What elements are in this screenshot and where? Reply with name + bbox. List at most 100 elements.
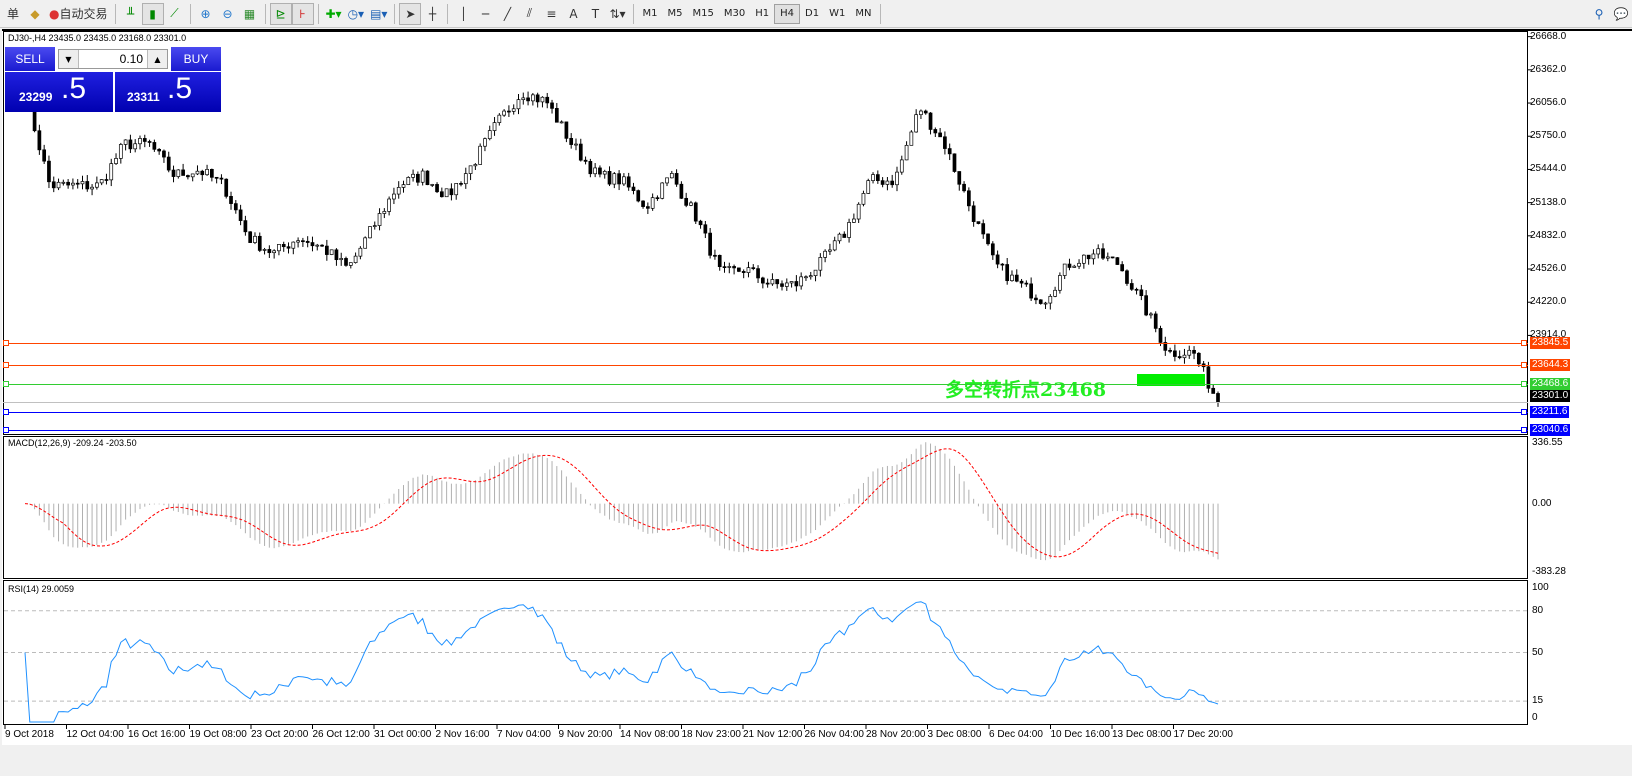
tile-windows-icon[interactable]: ▦ xyxy=(243,6,256,21)
folder-icon[interactable]: ◆ xyxy=(30,6,40,21)
current-price-label: 23301.0 xyxy=(1530,390,1571,402)
candle-body xyxy=(669,173,674,179)
time-axis-label: 7 Nov 04:00 xyxy=(497,729,551,740)
sell-button[interactable]: SELL xyxy=(5,47,55,71)
fibonacci-fan-icon[interactable]: ⫽ xyxy=(526,6,533,20)
text-icon[interactable]: A xyxy=(569,6,578,21)
candle-body xyxy=(75,182,80,185)
candle-body xyxy=(598,167,602,175)
candle-body xyxy=(449,188,454,196)
candle-body xyxy=(262,249,267,251)
horizontal-level-line[interactable] xyxy=(3,365,1528,366)
horizontal-line-icon[interactable]: ─ xyxy=(481,6,490,21)
candle-body xyxy=(281,244,286,248)
candle-body xyxy=(152,142,157,150)
cursor-icon[interactable]: ➤ xyxy=(399,2,422,25)
level-line-handle[interactable] xyxy=(3,427,9,433)
indicators-icon[interactable]: ✚▾ xyxy=(325,6,342,21)
auto-trade-button[interactable]: ● 自动交易 xyxy=(46,3,111,25)
zoom-out-icon[interactable]: ⊖ xyxy=(222,6,233,21)
chat-icon[interactable]: 💬 xyxy=(1613,6,1629,21)
candle-body xyxy=(95,182,99,188)
level-line-handle[interactable] xyxy=(1521,427,1527,433)
timeframe-h4[interactable]: H4 xyxy=(774,3,801,24)
time-axis-label: 21 Nov 12:00 xyxy=(743,729,803,740)
ask-price-button[interactable]: 23311 .5 xyxy=(115,72,221,112)
candle-body xyxy=(1048,295,1053,304)
buy-button[interactable]: BUY xyxy=(171,47,221,71)
candle-body xyxy=(171,169,176,177)
candle-body xyxy=(497,114,502,123)
candle-body xyxy=(923,110,928,114)
horizontal-level-line[interactable] xyxy=(3,384,1528,385)
level-line-handle[interactable] xyxy=(3,362,9,368)
candle-body xyxy=(899,159,904,173)
candle-body xyxy=(1120,264,1125,272)
search-icon[interactable]: ⚲ xyxy=(1594,6,1604,21)
candle-body xyxy=(190,173,195,178)
timeframe-w1[interactable]: W1 xyxy=(829,8,846,19)
candle-body xyxy=(1053,289,1057,297)
candle-body xyxy=(435,184,439,193)
auto-scroll-icon[interactable]: ⊵ xyxy=(269,2,292,25)
candle-body xyxy=(66,181,70,186)
horizontal-level-line[interactable] xyxy=(3,412,1528,413)
pivot-rectangle[interactable] xyxy=(1137,374,1205,386)
bar-chart-icon[interactable]: ╨ xyxy=(126,6,135,21)
timeframe-m5[interactable]: M5 xyxy=(667,8,683,19)
time-axis-label: 16 Oct 16:00 xyxy=(128,729,186,740)
pivot-annotation[interactable]: 多空转折点23468 xyxy=(945,379,1107,401)
level-price-label: 23845.5 xyxy=(1530,337,1571,349)
level-line-handle[interactable] xyxy=(1521,409,1527,415)
fibonacci-icon[interactable]: ≡ xyxy=(546,6,557,21)
timeframe-m30[interactable]: M30 xyxy=(723,8,746,19)
level-line-handle[interactable] xyxy=(3,381,9,387)
candle-body xyxy=(928,112,933,130)
lot-increase-button[interactable]: ▲ xyxy=(147,50,167,68)
level-line-handle[interactable] xyxy=(1521,362,1527,368)
lot-size-input[interactable]: 0.10 xyxy=(119,52,143,66)
chart-shift-icon[interactable]: ⊦ xyxy=(291,2,314,25)
lot-decrease-button[interactable]: ▼ xyxy=(59,50,79,68)
candle-body xyxy=(602,171,607,175)
candle-body xyxy=(770,279,775,285)
timeframe-m15[interactable]: M15 xyxy=(692,8,714,19)
candle-body xyxy=(1115,257,1120,265)
candle-body xyxy=(526,97,530,102)
timeframe-mn[interactable]: MN xyxy=(855,8,872,19)
zoom-in-icon[interactable]: ⊕ xyxy=(200,6,211,21)
candle-body xyxy=(617,173,621,185)
templates-icon[interactable]: ▤▾ xyxy=(370,6,388,21)
level-line-handle[interactable] xyxy=(1521,340,1527,346)
horizontal-level-line[interactable] xyxy=(3,343,1528,344)
crosshair-icon[interactable]: ┼ xyxy=(428,6,437,21)
candle-body xyxy=(612,173,617,185)
timeframe-h1[interactable]: H1 xyxy=(755,8,770,19)
periods-clock-icon[interactable]: ◷▾ xyxy=(347,6,365,21)
chart-header: DJ30-,H4 23435.0 23435.0 23168.0 23301.0 xyxy=(8,33,187,43)
level-line-handle[interactable] xyxy=(3,340,9,346)
macd-panel[interactable] xyxy=(3,436,1528,579)
candle-body xyxy=(574,143,578,146)
candle-body xyxy=(674,173,679,185)
bid-price-button[interactable]: 23299 .5 xyxy=(5,72,113,112)
candle-body xyxy=(1144,295,1148,316)
line-chart-icon[interactable]: ⟋ xyxy=(170,6,179,20)
candle-body xyxy=(588,161,593,175)
timeframe-d1[interactable]: D1 xyxy=(805,8,820,19)
candlestick-icon[interactable]: ▮ xyxy=(141,2,164,25)
horizontal-level-line[interactable] xyxy=(3,430,1528,431)
level-line-handle[interactable] xyxy=(1521,381,1527,387)
candle-body xyxy=(463,173,468,185)
vertical-line-icon[interactable]: │ xyxy=(459,6,468,21)
trendline-icon[interactable]: ╱ xyxy=(503,6,512,21)
price-panel[interactable] xyxy=(3,31,1528,435)
arrows-icon[interactable]: ⇅▾ xyxy=(609,6,626,21)
candle-body xyxy=(205,169,209,176)
candle-body xyxy=(425,170,430,186)
timeframe-m1[interactable]: M1 xyxy=(642,8,658,19)
text-label-icon[interactable]: T xyxy=(591,6,600,21)
toolbar-left-text[interactable]: 单 xyxy=(6,7,19,21)
candle-body xyxy=(871,174,875,181)
level-line-handle[interactable] xyxy=(3,409,9,415)
